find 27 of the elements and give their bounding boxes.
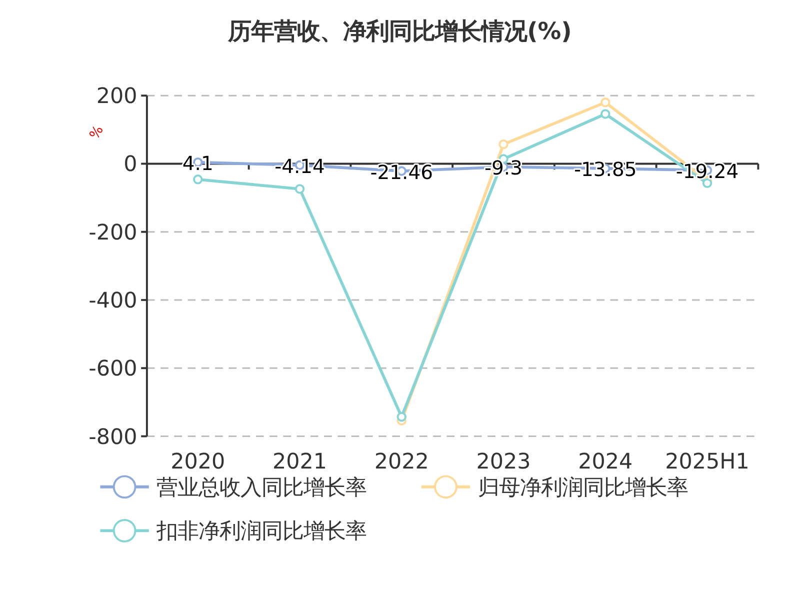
data-label: -19.24 <box>676 160 739 184</box>
x-tick-label: 2020 <box>170 449 226 474</box>
legend-label: 营业总收入同比增长率 <box>156 475 367 500</box>
y-axis-title: % <box>86 122 107 142</box>
x-tick-label: 2023 <box>476 449 531 474</box>
x-tick-label: 2025H1 <box>665 449 750 474</box>
chart-title: 历年营收、净利同比增长情况(%) <box>227 17 572 46</box>
data-label: -13.85 <box>574 158 637 182</box>
y-tick-label: 0 <box>124 152 138 178</box>
y-tick-label: -800 <box>88 424 138 450</box>
x-tick-label: 2022 <box>374 449 429 474</box>
y-tick-label: -400 <box>88 288 138 314</box>
legend-label: 扣非净利润同比增长率 <box>156 519 367 544</box>
y-tick-label: -600 <box>88 356 138 382</box>
y-tick-label: -200 <box>88 220 138 246</box>
point <box>600 98 610 108</box>
x-tick-label: 2024 <box>578 449 633 474</box>
data-label: -21.46 <box>370 160 433 184</box>
point <box>294 184 305 194</box>
x-tick-label: 2021 <box>272 449 327 474</box>
legend-label: 归母净利润同比增长率 <box>478 475 688 500</box>
point <box>396 412 406 422</box>
point <box>498 139 508 150</box>
point <box>600 109 610 119</box>
y-tick-label: 200 <box>96 84 138 110</box>
point <box>702 178 712 188</box>
point <box>193 174 203 184</box>
